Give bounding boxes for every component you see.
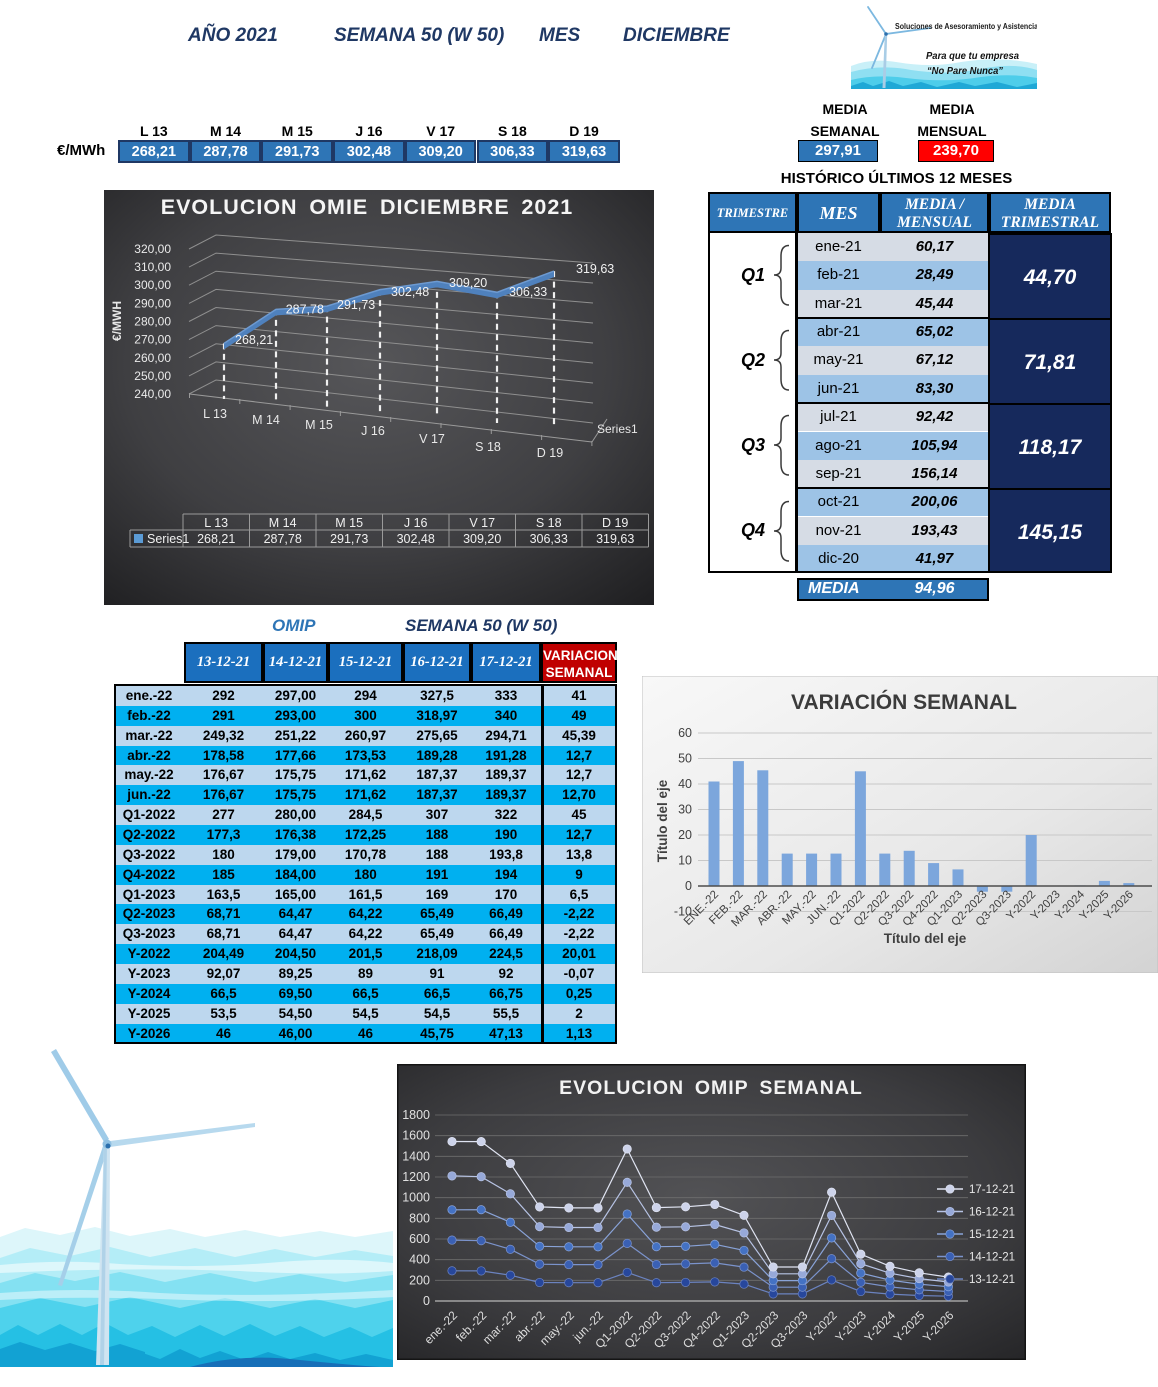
svg-text:270,00: 270,00	[134, 333, 171, 347]
svg-text:M 15: M 15	[305, 418, 333, 432]
svg-text:14-12-21: 14-12-21	[969, 1252, 1015, 1264]
svg-text:-10: -10	[674, 905, 692, 919]
svg-text:310,00: 310,00	[134, 260, 171, 274]
svg-text:800: 800	[409, 1211, 430, 1225]
svg-text:J 16: J 16	[404, 516, 428, 530]
svg-text:320,00: 320,00	[134, 242, 171, 256]
svg-text:319,63: 319,63	[576, 262, 614, 276]
svg-text:60: 60	[678, 726, 692, 740]
svg-text:400: 400	[409, 1253, 430, 1267]
svg-text:16-12-21: 16-12-21	[969, 1207, 1015, 1219]
svg-text:268,21: 268,21	[197, 532, 235, 546]
svg-text:287,78: 287,78	[264, 532, 302, 546]
svg-text:L 13: L 13	[203, 407, 227, 421]
svg-text:13-12-21: 13-12-21	[969, 1274, 1015, 1286]
svg-text:291,73: 291,73	[337, 298, 375, 312]
svg-text:D 19: D 19	[537, 446, 563, 460]
svg-text:Soluciones de Asesoramiento y: Soluciones de Asesoramiento y Asistencia	[895, 22, 1037, 31]
svg-text:200: 200	[409, 1273, 430, 1287]
svg-text:V 17: V 17	[469, 516, 495, 530]
svg-text:280,00: 280,00	[134, 315, 171, 329]
svg-text:306,33: 306,33	[509, 285, 547, 299]
svg-text:300,00: 300,00	[134, 278, 171, 292]
svg-text:M 14: M 14	[252, 413, 280, 427]
svg-text:J 16: J 16	[361, 424, 385, 438]
svg-text:Series1: Series1	[597, 422, 638, 436]
svg-text:Título del eje: Título del eje	[655, 779, 670, 862]
svg-text:290,00: 290,00	[134, 296, 171, 310]
svg-text:1600: 1600	[402, 1129, 430, 1143]
svg-text:EVOLUCION OMIE DICIEMBRE 2021: EVOLUCION OMIE DICIEMBRE 2021	[161, 195, 573, 219]
svg-text:Título del eje: Título del eje	[884, 931, 967, 946]
svg-text:240,00: 240,00	[134, 387, 171, 401]
svg-text:302,48: 302,48	[397, 532, 435, 546]
svg-text:40: 40	[678, 777, 692, 791]
svg-text:287,78: 287,78	[286, 303, 324, 317]
svg-text:17-12-21: 17-12-21	[969, 1184, 1015, 1196]
svg-text:1800: 1800	[402, 1108, 430, 1122]
svg-text:EVOLUCION OMIP SEMANAL: EVOLUCION OMIP SEMANAL	[559, 1077, 863, 1099]
svg-text:“No Pare Nunca”: “No Pare Nunca”	[927, 65, 1004, 77]
svg-text:M 14: M 14	[269, 516, 297, 530]
svg-text:VARIACIÓN SEMANAL: VARIACIÓN SEMANAL	[791, 690, 1017, 714]
svg-text:D 19: D 19	[602, 516, 628, 530]
svg-text:20: 20	[678, 828, 692, 842]
svg-text:309,20: 309,20	[463, 532, 501, 546]
svg-text:15-12-21: 15-12-21	[969, 1229, 1015, 1241]
svg-text:S 18: S 18	[536, 516, 562, 530]
svg-text:M 15: M 15	[335, 516, 363, 530]
svg-text:1400: 1400	[402, 1149, 430, 1163]
svg-text:260,00: 260,00	[134, 351, 171, 365]
svg-text:306,33: 306,33	[530, 532, 568, 546]
svg-text:319,63: 319,63	[596, 532, 634, 546]
svg-text:L 13: L 13	[204, 516, 228, 530]
svg-text:V 17: V 17	[419, 432, 445, 446]
svg-text:€/MWH: €/MWH	[110, 301, 124, 341]
svg-text:30: 30	[678, 803, 692, 817]
svg-text:1200: 1200	[402, 1170, 430, 1184]
svg-text:Series1: Series1	[147, 532, 189, 546]
svg-text:1000: 1000	[402, 1191, 430, 1205]
svg-text:Para que tu empresa: Para que tu empresa	[926, 50, 1019, 62]
svg-text:302,48: 302,48	[391, 285, 429, 299]
svg-text:250,00: 250,00	[134, 369, 171, 383]
svg-text:0: 0	[423, 1294, 430, 1308]
svg-text:600: 600	[409, 1232, 430, 1246]
svg-text:0: 0	[685, 879, 692, 893]
svg-text:50: 50	[678, 752, 692, 766]
svg-text:268,21: 268,21	[235, 333, 273, 347]
svg-text:309,20: 309,20	[449, 276, 487, 290]
svg-text:S 18: S 18	[475, 440, 501, 454]
svg-text:10: 10	[678, 854, 692, 868]
svg-text:291,73: 291,73	[330, 532, 368, 546]
